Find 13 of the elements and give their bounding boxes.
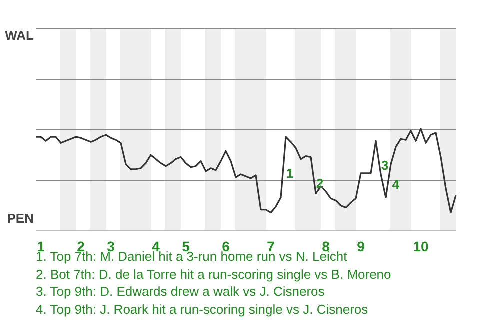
x-tick-label: 4 [152,238,160,254]
text: 2. Bot 7th: D. de la Torre hit a run-scoring single vs B. Moreno [36,266,392,283]
annotation: 1 [285,166,295,181]
x-tick-label: 7 [267,238,276,254]
text: 3. Top 9th: D. Edwards drew a walk vs J. Cisneros [36,283,326,300]
annotation: 4 [391,177,401,192]
annotation: 2 [315,176,325,191]
text: 4. Top 9th: J. Roark hit a run-scoring single vs J. Cisneros [36,300,370,318]
text: WAL [4,28,34,43]
x-tick-label: 10 [413,238,429,254]
x-tick-label: 9 [357,238,366,254]
annotation: 3 [380,158,390,173]
text: PEN [6,211,34,226]
